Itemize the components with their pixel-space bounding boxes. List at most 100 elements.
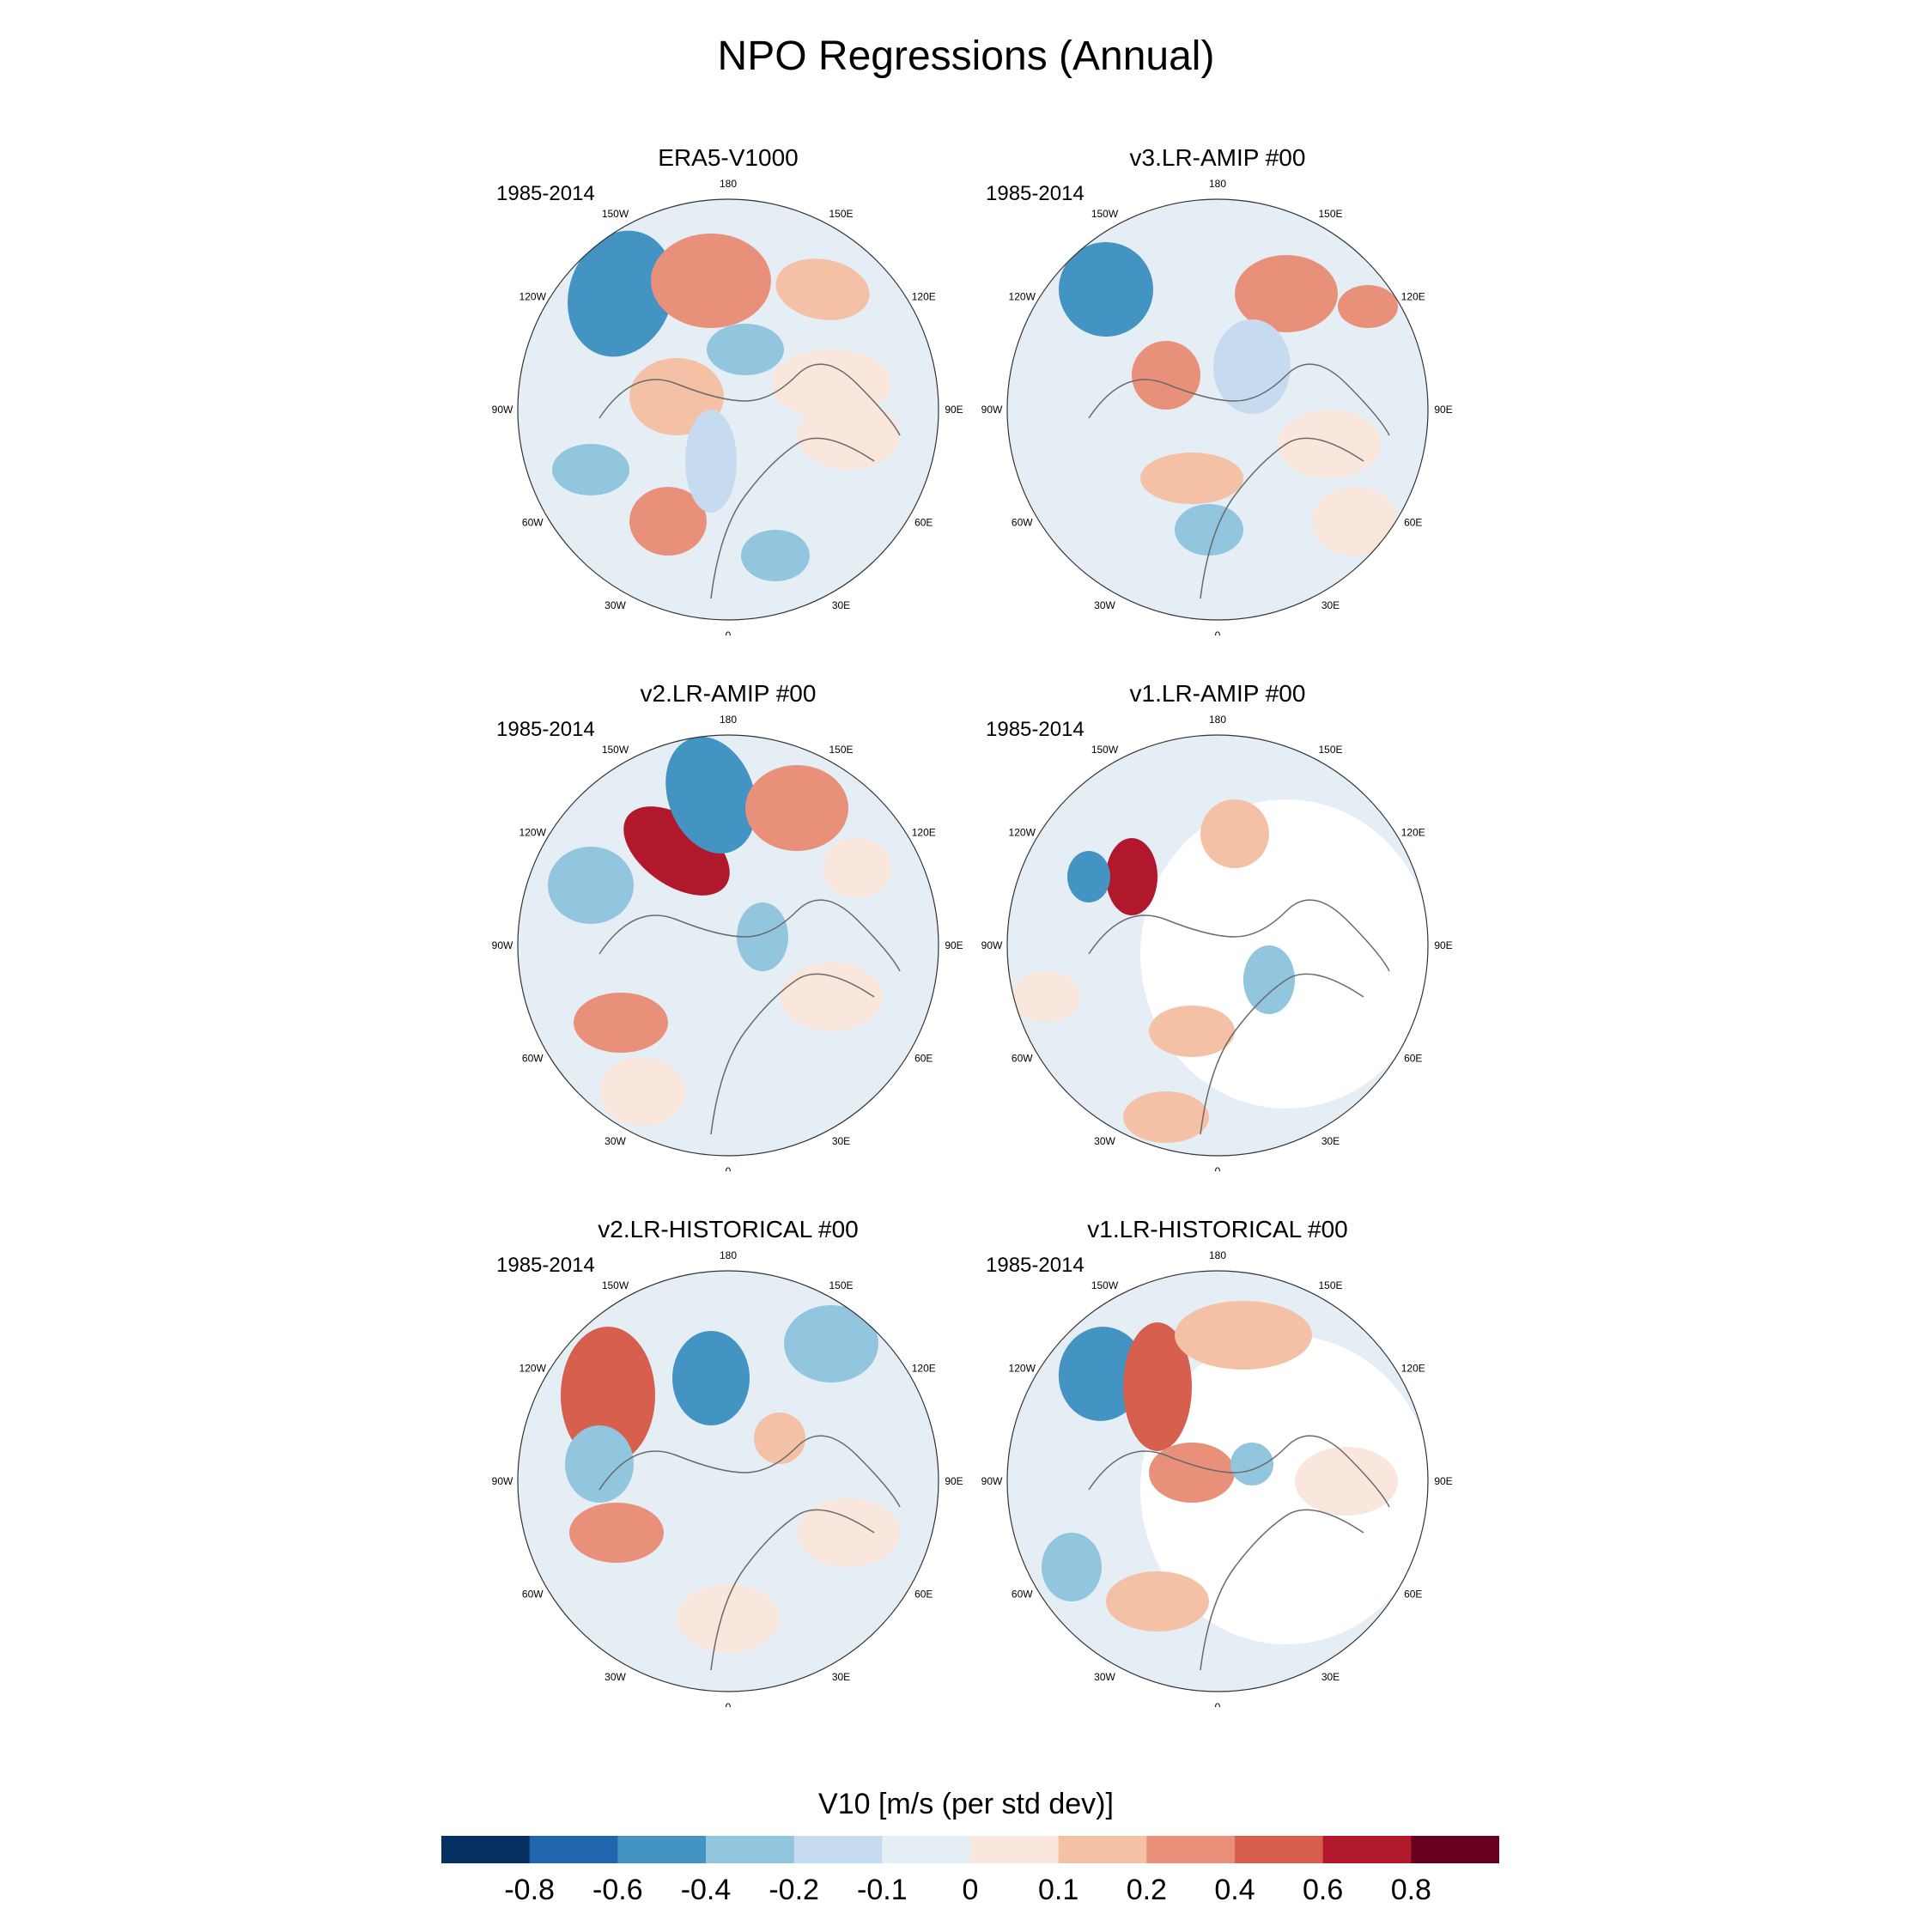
longitude-label: 180: [720, 1249, 737, 1261]
period-label: 1985-2014: [496, 718, 595, 741]
anomaly-region: [1243, 945, 1295, 1014]
anomaly-region: [665, 737, 756, 854]
longitude-label: 0: [726, 1701, 732, 1707]
map-boundary: [517, 1270, 939, 1692]
coastline: [1088, 363, 1390, 436]
coastline: [1200, 1509, 1364, 1671]
longitude-label: 60E: [1404, 517, 1422, 529]
colorbar-tick: 0.4: [1214, 1874, 1255, 1906]
longitude-label: 30E: [1321, 1671, 1340, 1683]
anomaly-region: [1067, 851, 1110, 902]
longitude-label: 90W: [492, 1475, 513, 1487]
anomaly-region: [1278, 410, 1381, 478]
longitude-label: 30W: [1094, 1671, 1115, 1683]
anomaly-region: [1338, 285, 1398, 328]
map-boundary: [517, 198, 939, 621]
anomaly-region: [599, 1057, 685, 1126]
longitude-label: 150E: [1318, 744, 1342, 756]
colorbar-swatch: [1322, 1836, 1412, 1863]
anomaly-region: [1149, 1443, 1235, 1503]
longitude-label: 0: [1215, 629, 1221, 635]
polar-map: 180 150E 120E 90E 60E 30E 0 30W 60W 90W 120W 150W: [492, 178, 963, 635]
colorbar-tick: 0.6: [1303, 1874, 1344, 1906]
colorbar-swatch: [1058, 1836, 1147, 1863]
colorbar-tick-labels: -0.8 -0.6 -0.4 -0.2 -0.1 0 0.1 0.2 0.4 0.6 0.8: [0, 1874, 1932, 1917]
coastline: [598, 899, 901, 972]
longitude-label: 60E: [1404, 1053, 1422, 1065]
colorbar-swatch: [793, 1836, 883, 1863]
longitude-label: 60W: [1012, 1053, 1033, 1065]
longitude-label: 30E: [832, 599, 850, 611]
longitude-label: 150W: [1091, 208, 1119, 220]
longitude-label: 180: [1209, 1249, 1226, 1261]
anomaly-region: [685, 410, 737, 513]
anomaly-region: [1213, 319, 1291, 414]
panel-title: v1.LR-AMIP #00: [1129, 680, 1306, 707]
anomaly-region: [1312, 487, 1398, 556]
map-panel-v1-amip: 180 150E 120E 90E 60E 30E 0 30W 60W 90W 120W 150W v…: [977, 680, 1458, 1171]
colorbar-swatch: [882, 1836, 971, 1863]
map-boundary: [1006, 734, 1429, 1157]
colorbar-swatch: [1146, 1836, 1236, 1863]
longitude-label: 150E: [1318, 1279, 1342, 1291]
map-boundary: [1006, 198, 1429, 621]
longitude-label: 60E: [914, 1589, 933, 1601]
longitude-label: 90E: [1434, 404, 1452, 416]
anomaly-region: [1106, 838, 1157, 915]
anomaly-region: [1175, 1301, 1312, 1370]
longitude-label: 90E: [1434, 1475, 1452, 1487]
period-label: 1985-2014: [986, 182, 1084, 205]
longitude-label: 0: [726, 1165, 732, 1171]
longitude-label: 180: [1209, 178, 1226, 190]
colorbar-tick: -0.8: [504, 1874, 555, 1906]
longitude-label: 90E: [945, 939, 963, 951]
colorbar-tick: 0.8: [1390, 1874, 1431, 1906]
longitude-label: 180: [720, 178, 737, 190]
longitude-label: 30W: [605, 1671, 626, 1683]
colorbar-tick: 0: [962, 1874, 979, 1906]
anomaly-region: [1149, 1005, 1235, 1057]
colorbar-swatch: [970, 1836, 1060, 1863]
longitude-label: 30W: [605, 1135, 626, 1147]
coastline: [1200, 973, 1364, 1135]
polar-map: 180 150E 120E 90E 60E 30E 0 30W 60W 90W 120W 150W: [981, 714, 1453, 1171]
longitude-label: 0: [726, 629, 732, 635]
longitude-label: 150W: [602, 744, 629, 756]
colorbar-tick: -0.1: [857, 1874, 908, 1906]
longitude-label: 30E: [832, 1135, 850, 1147]
longitude-label: 120E: [912, 827, 936, 839]
figure-title: NPO Regressions (Annual): [717, 33, 1215, 79]
anomaly-region: [629, 487, 707, 556]
anomaly-region: [823, 838, 891, 898]
longitude-label: 60E: [914, 1053, 933, 1065]
anomaly-region: [745, 765, 848, 851]
longitude-label: 30W: [605, 599, 626, 611]
anomaly-region: [797, 401, 900, 470]
colorbar-tick: -0.6: [592, 1874, 643, 1906]
longitude-label: 90W: [981, 1475, 1003, 1487]
longitude-label: 120E: [1401, 827, 1425, 839]
anomaly-region: [1012, 971, 1080, 1023]
longitude-label: 0: [1215, 1701, 1221, 1707]
map-panel-era5: 180 150E 120E 90E 60E 30E 0 30W 60W 90W 120W 150W E…: [488, 144, 969, 635]
coastline: [598, 363, 901, 436]
colorbar-tick: -0.2: [769, 1874, 819, 1906]
anomaly-region: [552, 444, 629, 495]
longitude-label: 90W: [492, 404, 513, 416]
longitude-label: 30W: [1094, 599, 1115, 611]
longitude-label: 60W: [1012, 517, 1033, 529]
longitude-label: 90E: [1434, 939, 1452, 951]
polar-map: 180 150E 120E 90E 60E 30E 0 30W 60W 90W 120W 150W: [981, 178, 1453, 635]
anomaly-region: [784, 1305, 878, 1382]
longitude-label: 120W: [1009, 1363, 1036, 1375]
longitude-label: 90E: [945, 1475, 963, 1487]
longitude-label: 30E: [832, 1671, 850, 1683]
colorbar-swatch: [706, 1836, 795, 1863]
map-boundary: [1006, 1270, 1429, 1692]
longitude-label: 150W: [602, 1279, 629, 1291]
longitude-label: 60W: [522, 517, 544, 529]
panel-title: v2.LR-HISTORICAL #00: [598, 1216, 859, 1242]
map-panel-v2-historical: 180 150E 120E 90E 60E 30E 0 30W 60W 90W 120W 150W v…: [488, 1216, 969, 1707]
anomaly-region: [780, 963, 883, 1031]
coastline: [598, 1435, 901, 1508]
